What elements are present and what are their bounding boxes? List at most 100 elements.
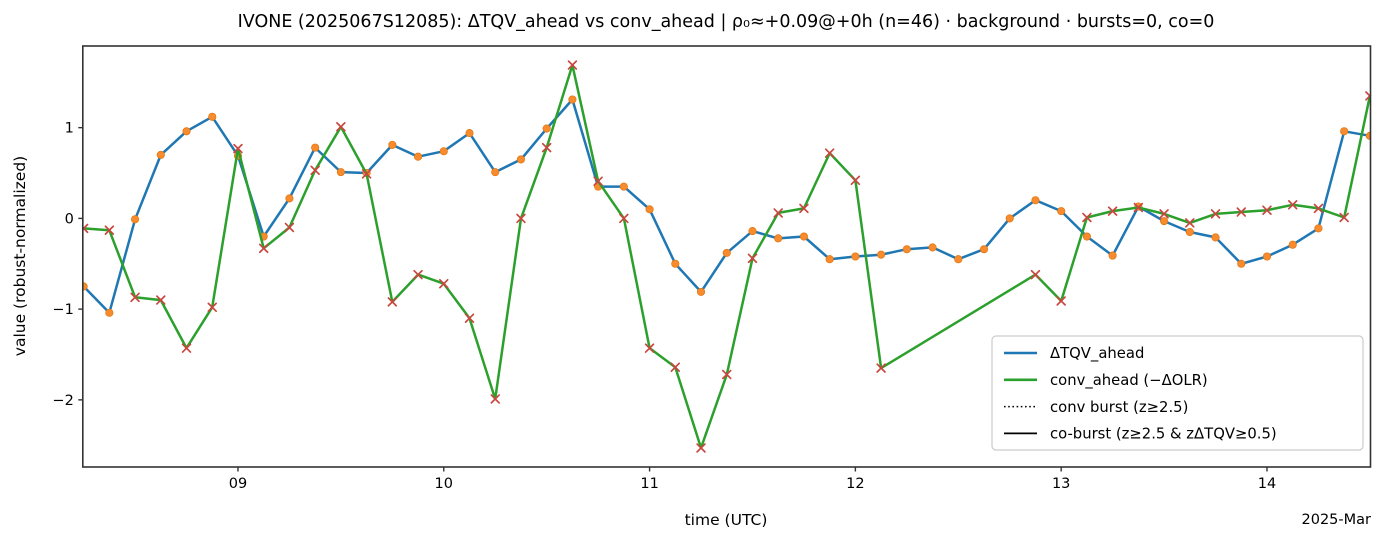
marker-x — [850, 175, 861, 186]
marker-dot — [1211, 233, 1220, 242]
marker-x — [1056, 296, 1066, 306]
marker-dot — [645, 205, 654, 214]
marker-dot — [1237, 259, 1246, 268]
marker-x — [876, 363, 886, 373]
x-tick-label-13: 13 — [1052, 476, 1070, 492]
marker-x — [516, 213, 526, 224]
marker-dot — [491, 168, 500, 177]
marker-x — [1262, 205, 1272, 215]
marker-dot — [979, 245, 989, 254]
marker-x — [1287, 200, 1298, 210]
marker-x — [799, 203, 809, 214]
marker-dot — [1108, 251, 1117, 260]
marker-x — [181, 343, 192, 353]
marker-x — [541, 142, 552, 153]
marker-x — [258, 243, 269, 254]
chart-title: IVONE (2025067S12085): ΔTQV_ahead vs con… — [238, 12, 1215, 32]
x-tick-label-09: 09 — [229, 476, 247, 492]
marker-x — [773, 208, 783, 218]
marker-x — [490, 394, 500, 404]
marker-dot — [208, 112, 217, 121]
marker-x — [722, 369, 732, 380]
marker-dot — [799, 232, 808, 241]
series-line-dtqv-ahead — [82, 98, 1371, 315]
marker-x — [310, 165, 320, 176]
marker-dot — [954, 255, 963, 264]
marker-dot — [722, 248, 731, 257]
legend-item-label: conv burst (z≥2.5) — [1050, 399, 1188, 416]
marker-dot — [1262, 252, 1272, 261]
marker-x — [156, 295, 166, 305]
marker-dot — [1340, 127, 1349, 136]
marker-x — [336, 122, 346, 132]
marker-dot — [439, 147, 448, 156]
marker-dot — [774, 234, 783, 243]
marker-dot — [105, 308, 114, 317]
marker-dot — [902, 245, 911, 254]
y-tick-label-1: 1 — [65, 121, 74, 137]
legend-item-3: conv burst (z≥2.5) — [1004, 399, 1188, 416]
marker-x — [1339, 212, 1349, 223]
marker-x — [464, 313, 475, 323]
marker-x — [670, 362, 681, 372]
marker-x — [593, 176, 603, 186]
marker-dot — [1082, 232, 1091, 241]
marker-x — [284, 222, 295, 233]
marker-dot — [516, 155, 526, 164]
marker-dot — [1031, 196, 1040, 205]
marker-dot — [131, 215, 140, 224]
marker-dot — [696, 287, 706, 296]
legend-item-label: ΔTQV_ahead — [1050, 345, 1144, 362]
marker-dot — [928, 243, 937, 252]
marker-x — [130, 292, 140, 303]
y-tick-label-−2: −2 — [52, 393, 73, 409]
legend-item-4: co-burst (z≥2.5 & zΔTQV≥0.5) — [1004, 426, 1277, 443]
marker-x — [1133, 202, 1144, 213]
marker-dot — [465, 129, 474, 138]
x-tick-label-12: 12 — [846, 476, 864, 492]
marker-x — [1030, 269, 1041, 280]
marker-dot — [414, 152, 423, 161]
x-tick-label-10: 10 — [435, 476, 453, 492]
legend-item-label: conv_ahead (−ΔOLR) — [1050, 372, 1208, 389]
marker-dot — [825, 255, 834, 264]
marker-x — [696, 443, 706, 453]
marker-x — [233, 143, 243, 154]
marker-dot — [311, 143, 320, 152]
legend-item-label: co-burst (z≥2.5 & zΔTQV≥0.5) — [1050, 426, 1277, 443]
marker-x — [1313, 203, 1324, 214]
marker-x — [1082, 212, 1092, 223]
marker-x — [1185, 218, 1195, 228]
axes-frame — [82, 45, 1372, 468]
marker-x — [619, 213, 629, 224]
marker-dot — [1057, 207, 1066, 216]
marker-x — [1210, 209, 1221, 219]
marker-dot — [156, 150, 165, 159]
marker-x — [644, 343, 655, 353]
y-axis-label: value (robust-normalized) — [11, 156, 29, 356]
marker-dot — [671, 259, 680, 268]
marker-x — [361, 169, 372, 179]
marker-dot — [82, 282, 88, 291]
marker-x — [824, 148, 835, 158]
marker-dot — [1185, 227, 1194, 237]
marker-dot — [336, 168, 345, 177]
marker-dot — [568, 95, 577, 104]
marker-x — [413, 269, 423, 280]
marker-dot — [182, 127, 191, 136]
y-tick-label-−1: −1 — [52, 302, 73, 318]
marker-x — [387, 297, 398, 307]
legend-item-1: ΔTQV_ahead — [1004, 345, 1144, 362]
legend — [991, 335, 1364, 451]
x-axis-offset-label: 2025-Mar — [1302, 512, 1372, 528]
marker-dot — [851, 252, 860, 261]
marker-dot — [1314, 224, 1323, 233]
marker-dot — [877, 250, 886, 259]
marker-x — [567, 60, 578, 70]
marker-dot — [1288, 240, 1297, 249]
marker-dot — [285, 194, 294, 203]
marker-x — [82, 223, 89, 234]
marker-dot — [1005, 214, 1014, 223]
